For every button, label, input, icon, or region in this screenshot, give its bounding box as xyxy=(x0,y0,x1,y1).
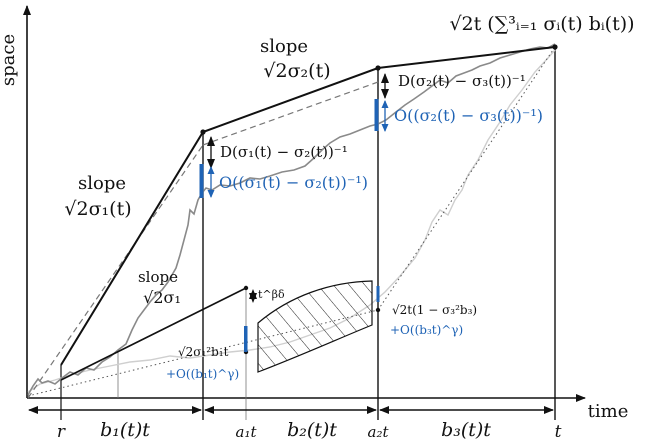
random-path xyxy=(27,43,556,396)
dotted-line-2 xyxy=(377,46,556,311)
slope1-expr: √2σ₁(t) xyxy=(64,198,131,220)
y-axis-label: space xyxy=(0,34,19,86)
small-slope-line xyxy=(60,287,247,381)
dashed-line-1 xyxy=(27,144,204,399)
gap1-label: D(σ₁(t) − σ₂(t))⁻¹ xyxy=(220,143,348,161)
tick-t: t xyxy=(555,422,562,440)
blue-error-bar xyxy=(374,99,379,131)
gap2-label: D(σ₂(t) − σ₃(t))⁻¹ xyxy=(398,72,526,90)
vertex-dot xyxy=(243,285,249,291)
hatched-region xyxy=(257,280,373,373)
vertex-dot xyxy=(375,307,381,313)
point2-label: √2t(1 − σ₃²b₃) xyxy=(392,303,477,317)
dashed-line-2 xyxy=(202,81,379,146)
slope2-expr: √2σ₂(t) xyxy=(263,60,330,82)
gap2-error-label: O((σ₂(t) − σ₃(t))⁻¹) xyxy=(394,106,543,125)
top-expression: √2t (∑³ᵢ₌₁ σᵢ(t) bᵢ(t)) xyxy=(449,13,634,35)
slope1-word: slope xyxy=(78,173,126,194)
slope-small-word: slope xyxy=(138,268,178,286)
blue-error-bar xyxy=(244,326,248,352)
interval-b2-label: b₂(t)t xyxy=(287,419,337,440)
dotted-line-1 xyxy=(27,309,379,397)
interval-b3-label: b₃(t)t xyxy=(441,419,491,440)
interval-b1-label: b₁(t)t xyxy=(100,419,150,440)
slope-small-expr: √2σ₁ xyxy=(143,288,181,307)
point1-error-label: +O((b₁t)^γ) xyxy=(166,367,239,381)
tick-a1t: a₁t xyxy=(236,423,258,440)
gap1-error-label: O((σ₁(t) − σ₂(t))⁻¹) xyxy=(219,173,368,192)
point2-error-label: +O((b₃t)^γ) xyxy=(390,323,463,337)
x-axis-label: time xyxy=(588,401,629,422)
envelope-line xyxy=(60,46,556,366)
blue-error-bar xyxy=(376,286,380,302)
slope2-word: slope xyxy=(260,36,308,57)
blue-error-bar xyxy=(199,164,204,198)
tick-r: r xyxy=(57,422,66,440)
t-beta-delta-label: t^βδ xyxy=(258,288,285,301)
point1-label: √2σ₁²b₁t xyxy=(178,345,229,359)
tick-a2t: a₂t xyxy=(368,423,390,440)
vertex-dot xyxy=(375,65,381,71)
vertex-dot xyxy=(200,129,206,135)
vertex-dot xyxy=(552,44,558,50)
